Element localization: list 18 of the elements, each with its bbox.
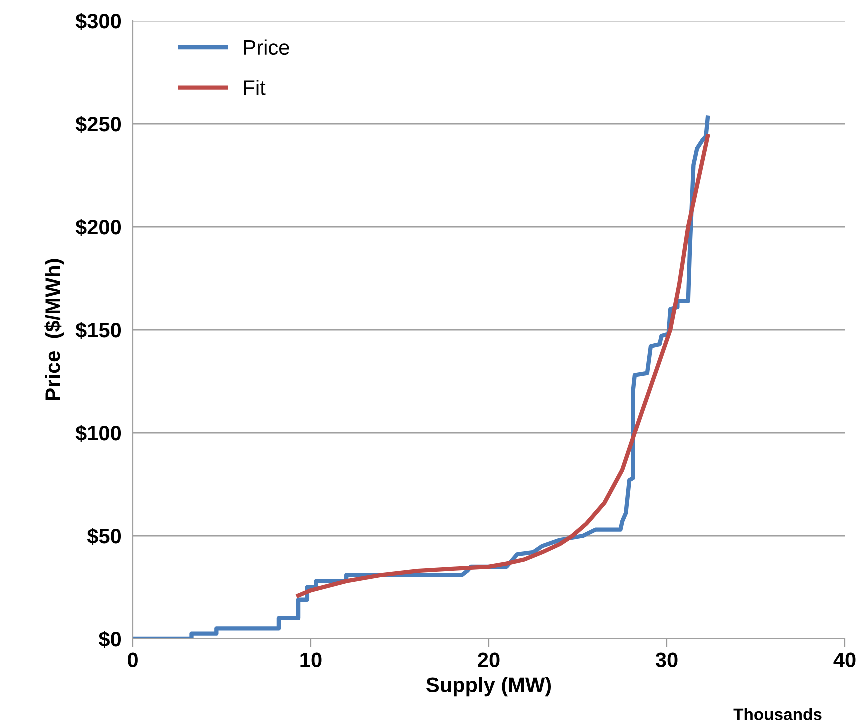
x-tick-label: 0 [128,652,138,668]
y-tick-label: $100 [76,425,122,442]
x-tick-label: 10 [300,652,322,668]
y-tick-label: $250 [76,116,122,134]
x-tick-label: 40 [834,652,856,668]
x-tick-label: 20 [478,652,500,668]
y-tick-label: $200 [76,219,122,236]
legend-label: Price [244,40,290,56]
text: Thousands [734,708,822,720]
y-axis-title: Price ($/MWh) [44,259,64,400]
x-tick-label: 30 [656,652,678,668]
y-tick-label: $300 [76,13,122,30]
y-tick-label: $50 [87,528,122,546]
legend-label: Fit [244,80,266,96]
y-tick-label: $0 [98,631,122,648]
line-series [296,134,710,598]
y-tick-label: $150 [76,322,122,340]
x-axis-title: Supply (MW) [426,677,552,697]
